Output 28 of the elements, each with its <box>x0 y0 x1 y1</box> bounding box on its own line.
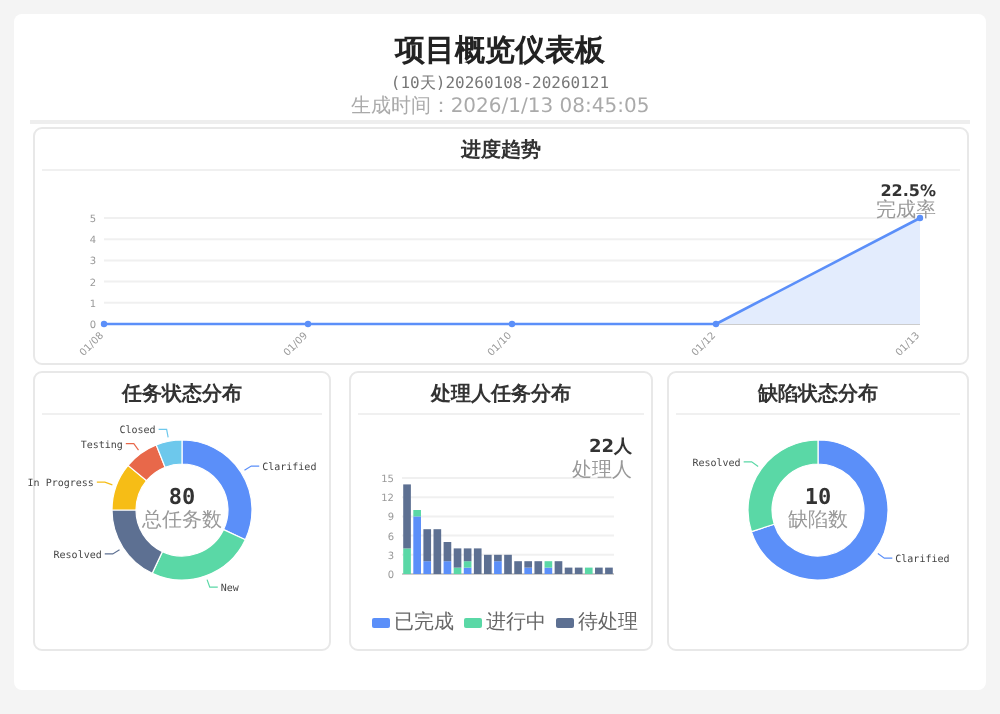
bar <box>413 510 421 517</box>
bar <box>494 561 502 574</box>
bar <box>544 561 553 568</box>
text: 缺陷数 <box>788 508 848 532</box>
bar <box>443 561 452 574</box>
chart-title: 任务状态分布 <box>120 382 242 406</box>
text: (10天)20260108-20260121 <box>390 74 610 92</box>
donut-slice <box>750 439 889 581</box>
legend-label: 进行中 <box>486 610 546 634</box>
annotation: 完成率 <box>876 198 936 222</box>
annotation: 处理人 <box>572 458 632 482</box>
text: 10 <box>804 484 832 510</box>
text: 22人 <box>588 436 634 458</box>
bar <box>463 561 472 568</box>
text: 总任务数 <box>140 508 222 532</box>
legend-label: 已完成 <box>394 610 454 634</box>
chart-title: 缺陷状态分布 <box>756 382 878 406</box>
bar <box>403 548 411 574</box>
legend-label: 待处理 <box>578 610 638 634</box>
text: 22.5% <box>880 182 936 200</box>
bar <box>584 567 593 574</box>
text: 生成时间：2026/1/13 08:45:05 <box>350 94 650 118</box>
text: 80 <box>168 484 196 510</box>
chart-title: 处理人任务分布 <box>429 382 571 406</box>
chart-title: 进度趋势 <box>459 138 541 162</box>
text: 项目概览仪表板 <box>393 32 607 68</box>
bar <box>403 484 411 549</box>
bar <box>524 567 533 574</box>
